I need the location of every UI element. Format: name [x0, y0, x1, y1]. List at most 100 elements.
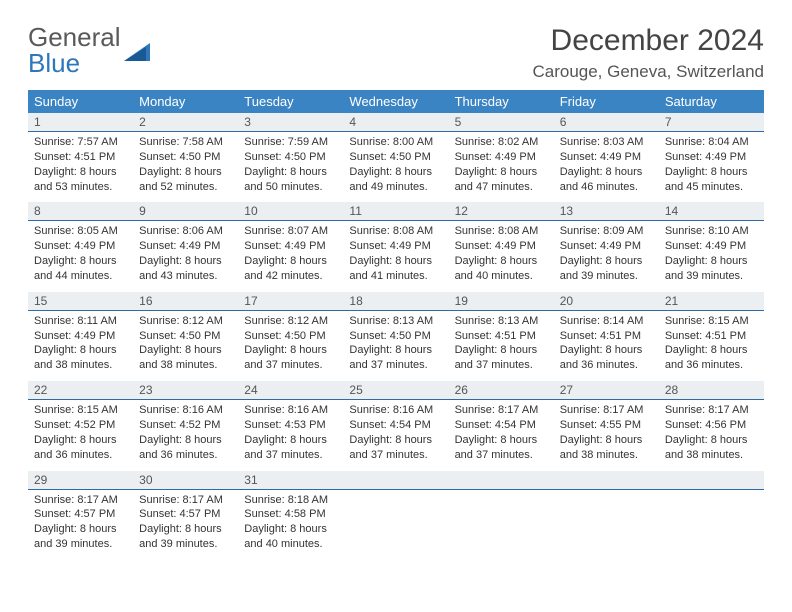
- title-block: December 2024 Carouge, Geneva, Switzerla…: [532, 24, 764, 82]
- day-sunrise: Sunrise: 8:08 AM: [455, 224, 548, 239]
- day-number-cell: 25: [343, 381, 448, 399]
- day-number-row: 891011121314: [28, 202, 764, 221]
- day-sunset: Sunset: 4:49 PM: [560, 150, 653, 165]
- day-sunset: Sunset: 4:51 PM: [34, 150, 127, 165]
- day-sunset: Sunset: 4:50 PM: [139, 329, 232, 344]
- day-dl2: and 41 minutes.: [349, 269, 442, 284]
- day-number-cell: 1: [28, 113, 133, 131]
- day-dl2: and 44 minutes.: [34, 269, 127, 284]
- day-sunrise: Sunrise: 8:04 AM: [665, 135, 758, 150]
- day-sunrise: Sunrise: 8:14 AM: [560, 314, 653, 329]
- day-dl1: Daylight: 8 hours: [34, 433, 127, 448]
- day-number-row: 1234567: [28, 113, 764, 132]
- day-sunset: Sunset: 4:50 PM: [349, 150, 442, 165]
- day-sunset: Sunset: 4:50 PM: [244, 329, 337, 344]
- day-detail-cell: Sunrise: 8:08 AMSunset: 4:49 PMDaylight:…: [449, 221, 554, 291]
- day-sunset: Sunset: 4:49 PM: [665, 239, 758, 254]
- weekday-tuesday: Tuesday: [238, 90, 343, 113]
- day-number-cell: 12: [449, 202, 554, 220]
- day-sunrise: Sunrise: 7:58 AM: [139, 135, 232, 150]
- day-number-cell: 19: [449, 292, 554, 310]
- day-dl2: and 43 minutes.: [139, 269, 232, 284]
- day-sunrise: Sunrise: 7:57 AM: [34, 135, 127, 150]
- day-detail-cell: Sunrise: 8:12 AMSunset: 4:50 PMDaylight:…: [238, 311, 343, 381]
- day-detail-cell: Sunrise: 8:17 AMSunset: 4:54 PMDaylight:…: [449, 400, 554, 470]
- day-number-cell: 8: [28, 202, 133, 220]
- day-dl2: and 38 minutes.: [139, 358, 232, 373]
- day-dl2: and 39 minutes.: [560, 269, 653, 284]
- day-dl2: and 37 minutes.: [349, 448, 442, 463]
- day-dl2: and 37 minutes.: [455, 448, 548, 463]
- day-detail-cell: Sunrise: 7:58 AMSunset: 4:50 PMDaylight:…: [133, 132, 238, 202]
- day-sunrise: Sunrise: 8:05 AM: [34, 224, 127, 239]
- day-dl2: and 36 minutes.: [34, 448, 127, 463]
- day-dl1: Daylight: 8 hours: [139, 433, 232, 448]
- day-sunrise: Sunrise: 8:16 AM: [139, 403, 232, 418]
- day-detail-cell: Sunrise: 8:05 AMSunset: 4:49 PMDaylight:…: [28, 221, 133, 291]
- day-sunset: Sunset: 4:58 PM: [244, 507, 337, 522]
- day-number-cell: 16: [133, 292, 238, 310]
- day-sunrise: Sunrise: 8:00 AM: [349, 135, 442, 150]
- day-dl1: Daylight: 8 hours: [349, 343, 442, 358]
- day-number-cell: 5: [449, 113, 554, 131]
- day-dl1: Daylight: 8 hours: [139, 165, 232, 180]
- day-sunset: Sunset: 4:51 PM: [665, 329, 758, 344]
- day-number-cell: 27: [554, 381, 659, 399]
- day-sunrise: Sunrise: 8:15 AM: [34, 403, 127, 418]
- day-dl1: Daylight: 8 hours: [455, 433, 548, 448]
- day-sunset: Sunset: 4:57 PM: [139, 507, 232, 522]
- day-detail-row: Sunrise: 7:57 AMSunset: 4:51 PM Daylight:…: [28, 132, 764, 202]
- weekday-header-row: Sunday Monday Tuesday Wednesday Thursday…: [28, 90, 764, 113]
- day-dl2: and 37 minutes.: [455, 358, 548, 373]
- day-detail-cell: Sunrise: 8:16 AMSunset: 4:52 PMDaylight:…: [133, 400, 238, 470]
- day-dl2: and 36 minutes.: [665, 358, 758, 373]
- day-number-cell: 15: [28, 292, 133, 310]
- day-dl1: Daylight: 8 hours: [560, 165, 653, 180]
- day-dl2: and 39 minutes.: [34, 537, 127, 552]
- day-sunrise: Sunrise: 8:13 AM: [349, 314, 442, 329]
- day-number-cell: 26: [449, 381, 554, 399]
- day-number-cell: 23: [133, 381, 238, 399]
- day-number-cell: 31: [238, 471, 343, 489]
- day-sunset: Sunset: 4:55 PM: [560, 418, 653, 433]
- day-number-row: 22232425262728: [28, 381, 764, 400]
- day-dl2: and 53 minutes.: [34, 180, 127, 195]
- day-detail-cell: Sunrise: 8:16 AMSunset: 4:53 PMDaylight:…: [238, 400, 343, 470]
- day-detail-cell: Sunrise: 8:17 AMSunset: 4:56 PMDaylight:…: [659, 400, 764, 470]
- day-detail-cell: [659, 490, 764, 560]
- day-detail-cell: Sunrise: 8:12 AMSunset: 4:50 PMDaylight:…: [133, 311, 238, 381]
- day-number-cell: 3: [238, 113, 343, 131]
- day-dl1: Daylight: 8 hours: [139, 522, 232, 537]
- day-dl2: and 50 minutes.: [244, 180, 337, 195]
- day-sunrise: Sunrise: 8:17 AM: [665, 403, 758, 418]
- day-sunrise: Sunrise: 7:59 AM: [244, 135, 337, 150]
- day-dl1: Daylight: 8 hours: [560, 343, 653, 358]
- day-sunset: Sunset: 4:54 PM: [349, 418, 442, 433]
- day-number-cell: 24: [238, 381, 343, 399]
- day-dl1: Daylight: 8 hours: [139, 254, 232, 269]
- day-dl1: Daylight: 8 hours: [349, 165, 442, 180]
- day-dl1: Daylight: 8 hours: [34, 343, 127, 358]
- day-sunrise: Sunrise: 8:08 AM: [349, 224, 442, 239]
- day-number-cell: 13: [554, 202, 659, 220]
- day-dl2: and 52 minutes.: [139, 180, 232, 195]
- day-number-cell: 28: [659, 381, 764, 399]
- day-sunrise: Sunrise: 8:03 AM: [560, 135, 653, 150]
- day-detail-cell: Sunrise: 8:17 AMSunset: 4:57 PMDaylight:…: [28, 490, 133, 560]
- day-number-row: 15161718192021: [28, 292, 764, 311]
- day-number-row: 293031: [28, 471, 764, 490]
- day-sunrise: Sunrise: 8:16 AM: [349, 403, 442, 418]
- day-dl1: Daylight: 8 hours: [455, 254, 548, 269]
- day-dl2: and 39 minutes.: [139, 537, 232, 552]
- day-detail-row: Sunrise: 8:17 AMSunset: 4:57 PMDaylight:…: [28, 490, 764, 560]
- day-detail-cell: Sunrise: 8:18 AMSunset: 4:58 PMDaylight:…: [238, 490, 343, 560]
- weekday-monday: Monday: [133, 90, 238, 113]
- day-sunrise: Sunrise: 8:17 AM: [455, 403, 548, 418]
- day-sunset: Sunset: 4:49 PM: [560, 239, 653, 254]
- day-dl2: and 38 minutes.: [34, 358, 127, 373]
- location-subtitle: Carouge, Geneva, Switzerland: [532, 62, 764, 82]
- day-detail-cell: Sunrise: 8:08 AMSunset: 4:49 PMDaylight:…: [343, 221, 448, 291]
- day-number-cell: 10: [238, 202, 343, 220]
- day-dl1: Daylight: 8 hours: [665, 165, 758, 180]
- day-sunset: Sunset: 4:49 PM: [455, 150, 548, 165]
